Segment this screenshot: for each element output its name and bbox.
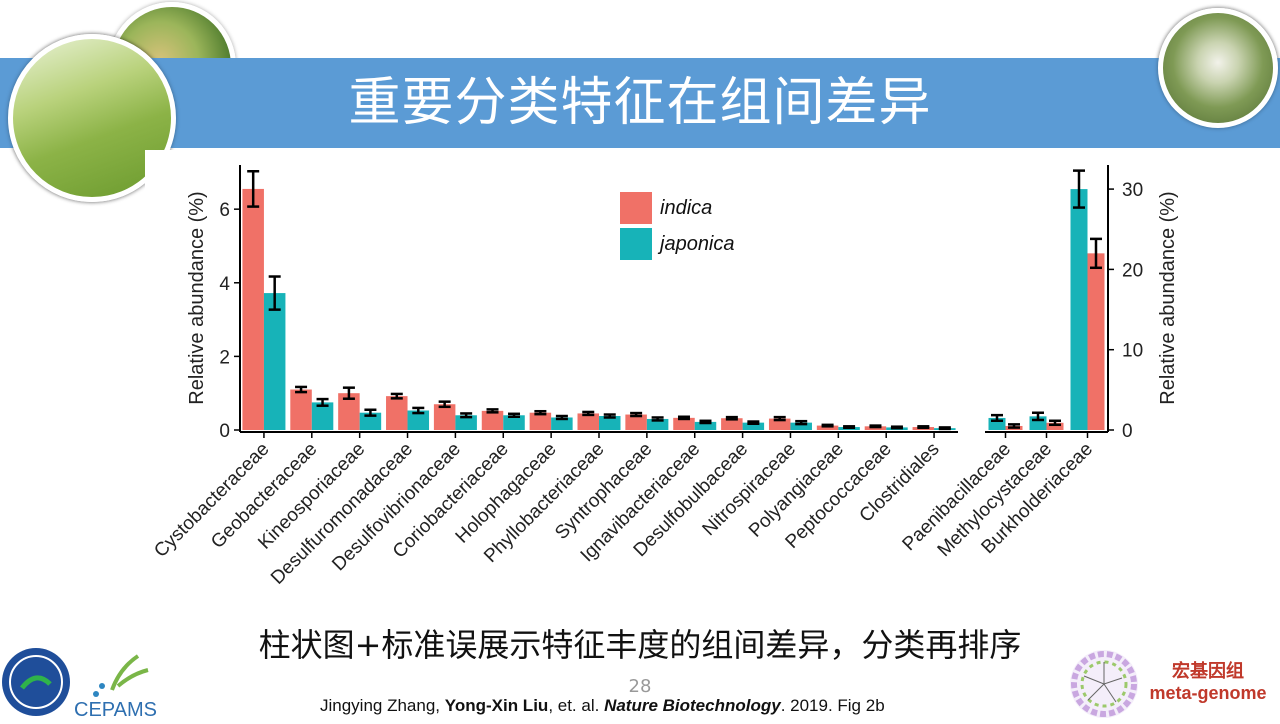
bar-japonica bbox=[646, 418, 669, 430]
brand-mark: 宏基因组 meta-genome bbox=[1138, 660, 1278, 704]
bar-japonica bbox=[455, 415, 477, 430]
left-y-tick-label: 2 bbox=[219, 347, 230, 368]
title-banner: 重要分类特征在组间差异 bbox=[0, 58, 1280, 148]
right-y-tick-label: 10 bbox=[1122, 341, 1143, 362]
legend-swatch-indica bbox=[620, 192, 652, 224]
legend-swatch-japonica bbox=[620, 228, 652, 260]
bar-japonica bbox=[551, 417, 573, 430]
bar-indica bbox=[1087, 253, 1105, 430]
bar-japonica bbox=[790, 422, 812, 430]
bar-japonica bbox=[407, 410, 430, 430]
brand-en: meta-genome bbox=[1149, 683, 1267, 703]
bar-indica bbox=[577, 413, 599, 430]
arabidopsis-photo-front bbox=[1158, 8, 1278, 128]
bar-indica bbox=[673, 417, 695, 430]
page-number: 28 bbox=[628, 676, 652, 697]
right-y-tick-label: 30 bbox=[1122, 180, 1143, 201]
bar-indica bbox=[338, 393, 360, 430]
bar-indica bbox=[816, 425, 839, 430]
legend-label-japonica: japonica bbox=[657, 233, 735, 255]
slide-title: 重要分类特征在组间差异 bbox=[348, 73, 932, 133]
bar-indica bbox=[433, 404, 456, 430]
bar-indica bbox=[481, 410, 504, 430]
citation-lead-author: Yong-Xin Liu bbox=[444, 696, 549, 715]
citation: Jingying Zhang, Yong-Xin Liu, et. al. Na… bbox=[320, 696, 1020, 716]
cepams-logo: CEPAMS bbox=[72, 648, 162, 721]
bar-indica bbox=[386, 396, 408, 430]
bar-indica bbox=[290, 389, 312, 430]
bar-indica bbox=[721, 418, 743, 430]
bar-japonica bbox=[599, 416, 621, 430]
bar-indica bbox=[529, 412, 552, 430]
brand-cn: 宏基因组 bbox=[1172, 661, 1244, 681]
bar-japonica bbox=[503, 415, 525, 430]
citation-etal: , et. al. bbox=[548, 696, 605, 715]
citation-authors: Jingying Zhang, bbox=[320, 696, 445, 715]
right-y-tick-label: 20 bbox=[1122, 260, 1143, 281]
bar-japonica bbox=[1070, 189, 1088, 430]
institute-logo bbox=[2, 648, 70, 716]
bar-japonica bbox=[311, 402, 334, 430]
bar-japonica bbox=[694, 421, 717, 430]
left-y-axis-label: Relative abundance (%) bbox=[186, 191, 208, 404]
bar-indica bbox=[768, 418, 791, 430]
left-y-tick-label: 4 bbox=[219, 274, 230, 295]
legend-label-indica: indica bbox=[660, 197, 712, 219]
bar-japonica bbox=[263, 293, 286, 430]
bar-japonica bbox=[359, 412, 382, 430]
citation-journal: Nature Biotechnology bbox=[604, 696, 781, 715]
bar-indica bbox=[242, 188, 264, 430]
cepams-text: CEPAMS bbox=[74, 699, 157, 720]
bar-indica bbox=[625, 414, 647, 430]
phylo-tree-logo bbox=[1068, 648, 1140, 720]
bar-japonica bbox=[742, 422, 765, 430]
slide-subtitle: 柱状图+标准误展示特征丰度的组间差异，分类再排序 bbox=[258, 626, 1022, 664]
citation-rest: . 2019. Fig 2b bbox=[780, 696, 885, 715]
left-y-tick-label: 0 bbox=[219, 421, 230, 442]
right-y-axis-label: Relative abundance (%) bbox=[1157, 191, 1179, 404]
left-y-tick-label: 6 bbox=[219, 200, 230, 221]
bar-indica bbox=[1046, 422, 1064, 430]
right-y-tick-label: 0 bbox=[1122, 421, 1133, 442]
